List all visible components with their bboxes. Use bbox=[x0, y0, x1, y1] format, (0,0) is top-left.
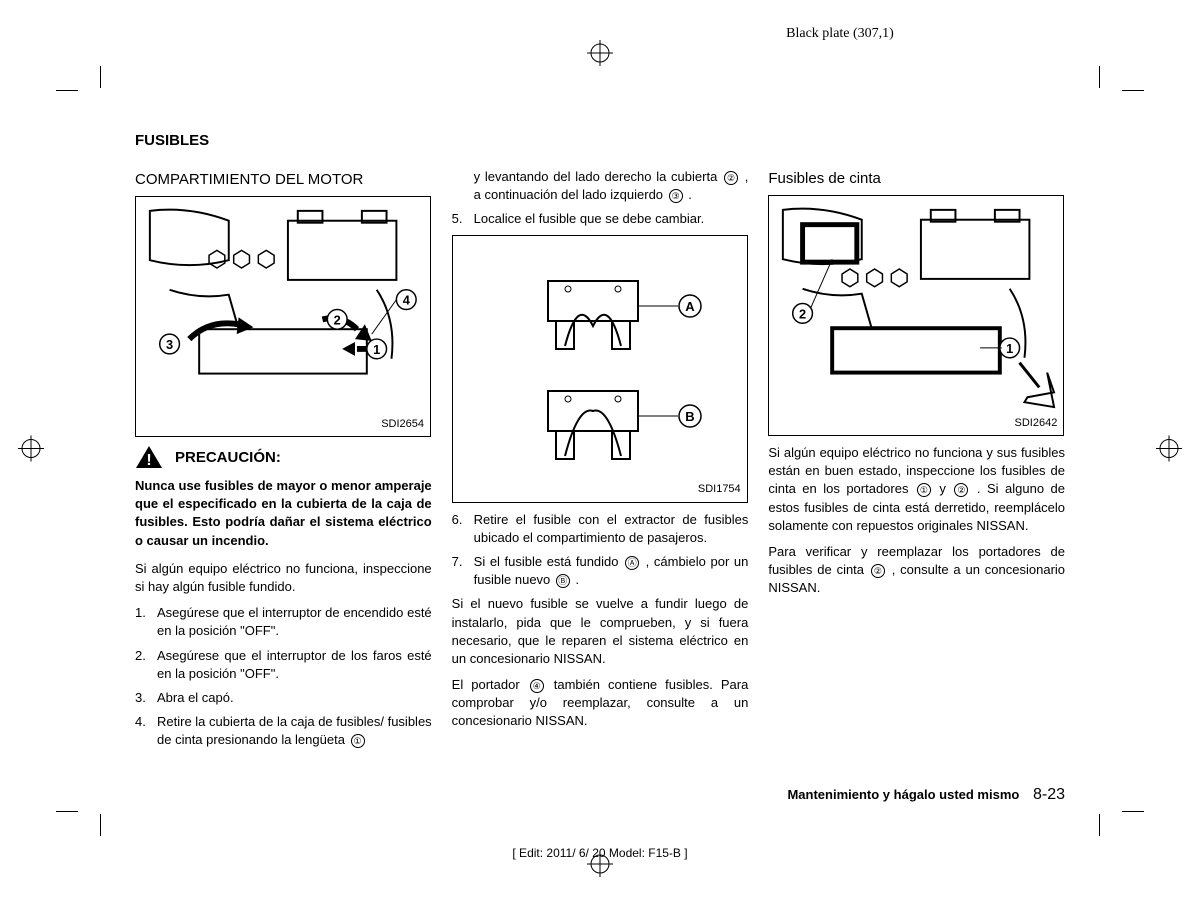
figure-fusible-links: 2 1 SDI2642 bbox=[768, 195, 1064, 436]
caution-label: PRECAUCIÓN: bbox=[175, 447, 281, 468]
svg-text:1: 1 bbox=[373, 342, 380, 357]
svg-text:3: 3 bbox=[166, 337, 173, 352]
tick bbox=[100, 814, 101, 836]
figure-code: SDI1754 bbox=[698, 482, 741, 497]
step-4-cont: y levantando del lado derecho la cubiert… bbox=[452, 168, 749, 204]
svg-text:2: 2 bbox=[799, 306, 806, 321]
tick bbox=[56, 811, 78, 812]
steps-6-7: 6.Retire el fusible con el extractor de … bbox=[452, 511, 749, 590]
col3-para1: Si algún equipo eléctrico no funciona y … bbox=[768, 444, 1065, 535]
page-content: FUSIBLES COMPARTIMIENTO DEL MOTOR bbox=[135, 130, 1065, 755]
engine-diagram-icon: 3 2 1 4 bbox=[140, 201, 426, 413]
tick bbox=[100, 66, 101, 88]
svg-text:2: 2 bbox=[334, 312, 341, 327]
tick bbox=[1099, 66, 1100, 88]
crop-mark-left bbox=[18, 436, 44, 467]
main-heading: FUSIBLES bbox=[135, 130, 432, 151]
col3-heading: Fusibles de cinta bbox=[768, 168, 1065, 189]
plate-info: Black plate (307,1) bbox=[0, 26, 1200, 42]
col2-para2: El portador ④ también contiene fusibles.… bbox=[452, 676, 749, 731]
step-2: 2.Asegúrese que el interruptor de los fa… bbox=[135, 647, 432, 683]
column-3: Fusibles de cinta bbox=[768, 130, 1065, 755]
figure-code: SDI2642 bbox=[1015, 416, 1058, 431]
figure-engine-compartment: 3 2 1 4 SDI2654 bbox=[135, 196, 431, 437]
svg-text:!: ! bbox=[146, 452, 151, 469]
footer-section: Mantenimiento y hágalo usted mismo 8-23 bbox=[787, 786, 1065, 804]
caution-text: Nunca use fusibles de mayor o menor ampe… bbox=[135, 477, 432, 550]
tick bbox=[56, 90, 78, 91]
col3-para2: Para verificar y reemplazar los portador… bbox=[768, 543, 1065, 598]
crop-mark-right bbox=[1156, 436, 1182, 467]
step-3: 3.Abra el capó. bbox=[135, 689, 432, 707]
fusible-link-diagram-icon: 2 1 bbox=[773, 200, 1059, 412]
col2-para1: Si el nuevo fusible se vuelve a fundir l… bbox=[452, 595, 749, 668]
edit-line: [ Edit: 2011/ 6/ 20 Model: F15-B ] bbox=[0, 846, 1200, 860]
figure-fuses: A B SDI1754 bbox=[452, 235, 748, 503]
column-1: FUSIBLES COMPARTIMIENTO DEL MOTOR bbox=[135, 130, 432, 755]
svg-text:B: B bbox=[685, 409, 694, 424]
svg-text:1: 1 bbox=[1006, 341, 1013, 356]
tick bbox=[1122, 90, 1144, 91]
figure-code: SDI2654 bbox=[381, 417, 424, 432]
steps-continued: y levantando del lado derecho la cubiert… bbox=[452, 168, 749, 229]
step-4: 4.Retire la cubierta de la caja de fusib… bbox=[135, 713, 432, 749]
fuse-diagram-icon: A B bbox=[453, 236, 749, 504]
col1-heading: COMPARTIMIENTO DEL MOTOR bbox=[135, 169, 432, 190]
column-2: y levantando del lado derecho la cubiert… bbox=[452, 130, 749, 755]
caution-row: ! PRECAUCIÓN: bbox=[135, 445, 432, 469]
step-5: 5.Localice el fusible que se debe cambia… bbox=[452, 210, 749, 228]
crop-mark-top bbox=[587, 40, 613, 71]
steps-list: 1.Asegúrese que el interruptor de encend… bbox=[135, 604, 432, 749]
svg-text:A: A bbox=[685, 299, 695, 314]
step-7: 7.Si el fusible está fundido Ⓐ , cámbiel… bbox=[452, 553, 749, 589]
tick bbox=[1099, 814, 1100, 836]
svg-text:4: 4 bbox=[403, 293, 411, 308]
tick bbox=[1122, 811, 1144, 812]
step-6: 6.Retire el fusible con el extractor de … bbox=[452, 511, 749, 547]
warning-icon: ! bbox=[135, 445, 163, 469]
step-1: 1.Asegúrese que el interruptor de encend… bbox=[135, 604, 432, 640]
col1-para: Si algún equipo eléctrico no funciona, i… bbox=[135, 560, 432, 596]
